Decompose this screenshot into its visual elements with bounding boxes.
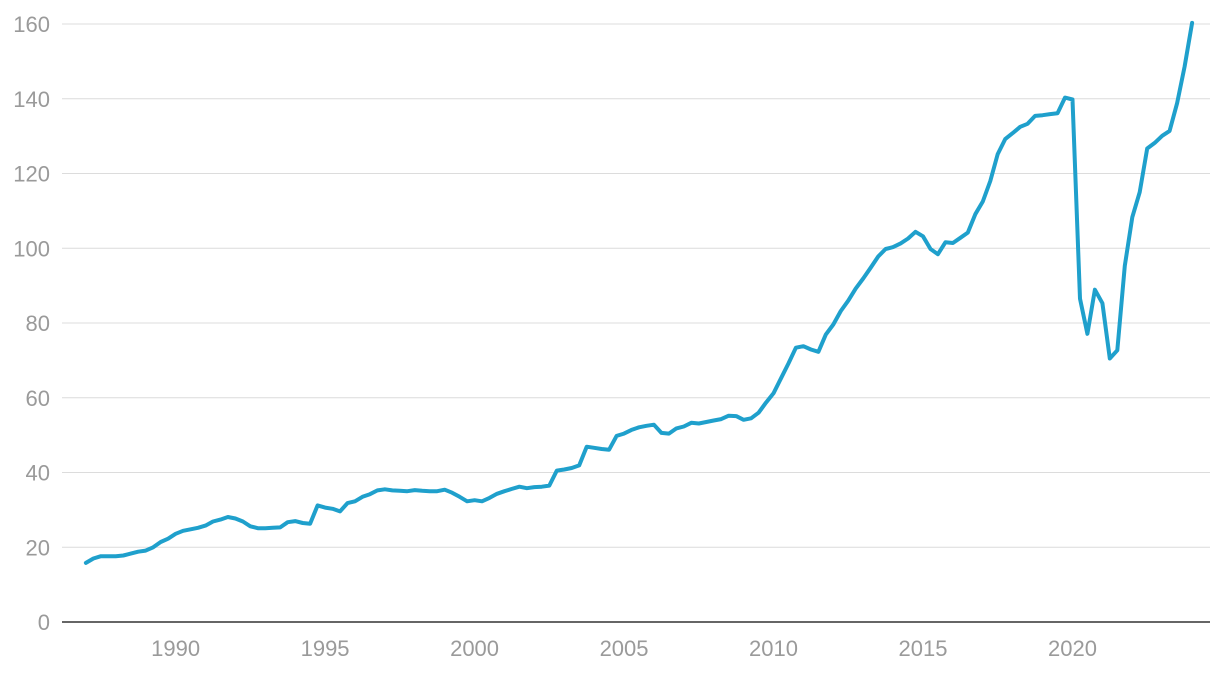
y-tick-label: 60 bbox=[26, 386, 50, 411]
y-tick-label: 120 bbox=[13, 162, 50, 187]
y-tick-label: 20 bbox=[26, 535, 50, 560]
y-tick-label: 0 bbox=[38, 610, 50, 635]
x-tick-label: 2010 bbox=[749, 636, 798, 661]
series-line bbox=[83, 20, 1195, 565]
gridlines bbox=[62, 23, 1210, 548]
y-axis-ticks: 0 20 40 60 80 100 120 140 160 bbox=[13, 12, 50, 635]
x-tick-label: 1995 bbox=[301, 636, 350, 661]
y-tick-label: 100 bbox=[13, 236, 50, 261]
x-tick-label: 2020 bbox=[1048, 636, 1097, 661]
y-tick-label: 140 bbox=[13, 87, 50, 112]
x-tick-label: 2015 bbox=[899, 636, 948, 661]
x-axis-ticks: 1990 1995 2000 2005 2010 2015 2020 bbox=[151, 636, 1097, 661]
y-tick-label: 160 bbox=[13, 12, 50, 37]
x-tick-label: 2000 bbox=[450, 636, 499, 661]
x-tick-label: 1990 bbox=[151, 636, 200, 661]
x-tick-label: 2005 bbox=[600, 636, 649, 661]
y-tick-label: 40 bbox=[26, 461, 50, 486]
y-tick-label: 80 bbox=[26, 311, 50, 336]
series-group bbox=[83, 20, 1195, 565]
